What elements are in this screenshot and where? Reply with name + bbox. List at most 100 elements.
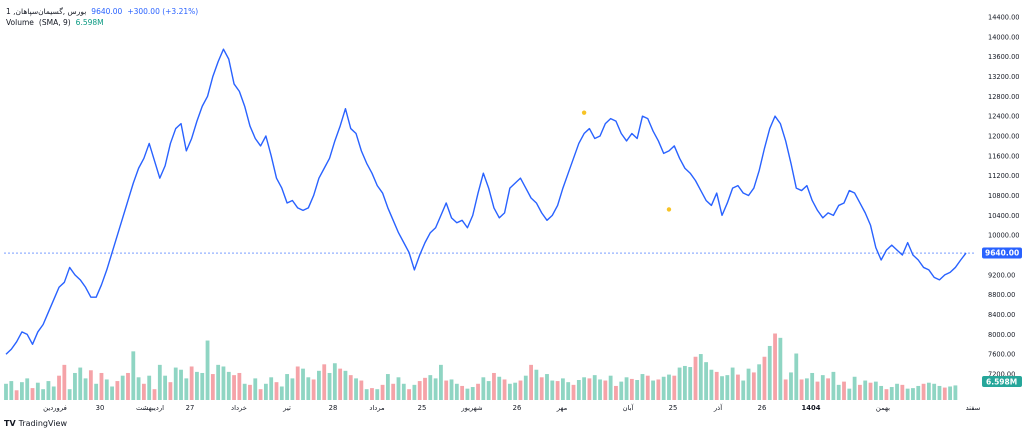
price-axis[interactable]: 7200.00 7600.00 8000.00 8400.00 8800.00 9200.… xyxy=(988,13,1019,378)
price-tick-label: 8000.00 xyxy=(988,331,1015,339)
time-tick-label: 26 xyxy=(513,404,522,412)
volume-bar xyxy=(110,386,114,400)
volume-bar xyxy=(523,375,528,400)
price-tick-label: 10000.00 xyxy=(988,232,1019,240)
volume-bar xyxy=(380,384,385,400)
volume-bar xyxy=(619,381,624,400)
price-tick-label: 12400.00 xyxy=(988,113,1019,121)
volume-bar xyxy=(804,378,809,400)
volume-bar xyxy=(412,384,417,400)
volume-bar xyxy=(401,383,406,400)
price-tick-label: 13600.00 xyxy=(988,53,1019,61)
last-price-tag-label: 9640.00 xyxy=(985,249,1019,258)
price-tick-label: 7200.00 xyxy=(988,371,1015,379)
volume-bar xyxy=(120,375,125,400)
time-tick-label: آبان xyxy=(623,403,635,412)
time-tick-label: 30 xyxy=(96,404,105,412)
price-change: +300.00 (+3.21%) xyxy=(127,7,199,16)
event-marker[interactable] xyxy=(666,207,672,212)
volume-bar xyxy=(290,378,295,400)
chart-markers xyxy=(581,110,672,212)
volume-bar xyxy=(651,380,655,400)
volume-bar xyxy=(242,383,247,400)
volume-bar xyxy=(614,385,618,400)
volume-bar xyxy=(370,388,374,400)
volume-bar xyxy=(582,377,587,400)
price-tick-label: 7600.00 xyxy=(988,351,1015,359)
price-tick-label: 8400.00 xyxy=(988,311,1015,319)
price-tick-label: 10800.00 xyxy=(988,192,1019,200)
volume-bar xyxy=(433,378,438,400)
volume-bar xyxy=(391,383,396,400)
volume-bar xyxy=(78,367,83,400)
volume-bar xyxy=(550,380,555,400)
volume-bar xyxy=(682,365,687,400)
volume-bar xyxy=(873,381,878,400)
time-tick-label: اردیبهشت xyxy=(136,404,164,412)
time-tick-label: آذر xyxy=(713,403,723,412)
volume-bar xyxy=(513,382,518,400)
volume-bar xyxy=(311,379,316,400)
volume-bar xyxy=(163,375,168,400)
volume-legend-row[interactable]: Volume (SMA, 9) 6.598M xyxy=(6,17,198,28)
volume-bar xyxy=(751,372,756,400)
volume-bar xyxy=(629,378,634,400)
volume-bar xyxy=(598,379,602,400)
volume-bar xyxy=(35,382,40,400)
volume-bar xyxy=(948,386,952,400)
volume-bar xyxy=(889,387,894,400)
volume-bar xyxy=(847,388,852,400)
volume-bar xyxy=(428,375,433,400)
volume-bar xyxy=(576,380,581,400)
volume-bar xyxy=(46,381,51,400)
volume-bar xyxy=(332,363,337,400)
tradingview-logo[interactable]: TV TradingView xyxy=(4,419,67,428)
volume-bar xyxy=(131,351,136,400)
volume-bar xyxy=(492,372,496,400)
volume-bar xyxy=(136,377,141,400)
volume-bar xyxy=(147,375,152,400)
time-tick-label: 25 xyxy=(418,404,427,412)
volume-bar xyxy=(83,378,88,400)
volume-bar xyxy=(221,366,226,400)
event-marker[interactable] xyxy=(581,110,587,115)
volume-bar xyxy=(115,381,120,400)
volume-bar xyxy=(826,378,830,400)
volume-bar xyxy=(460,385,465,400)
volume-bar xyxy=(226,371,231,400)
volume-bar xyxy=(688,367,693,400)
volume-bar xyxy=(285,374,290,400)
volume-bar xyxy=(507,383,512,400)
time-tick-label: تیر xyxy=(282,404,291,412)
volume-bar xyxy=(566,382,571,400)
volume-bar xyxy=(263,383,268,400)
volume-bar xyxy=(868,382,873,400)
volume-bar xyxy=(911,388,915,400)
time-tick-label: مرداد xyxy=(369,404,385,412)
volume-sma-label: (SMA, 9) xyxy=(38,18,71,27)
volume-bar xyxy=(327,372,332,400)
price-tick-label: 13200.00 xyxy=(988,73,1019,81)
volume-bar xyxy=(322,364,327,400)
volume-bar xyxy=(232,375,236,400)
symbol-legend-row[interactable]: بورس ,گسیمان‌سپاهان, 1 9640.00 +300.00 (… xyxy=(6,6,198,17)
volume-bar xyxy=(667,374,671,400)
volume-bar xyxy=(736,374,740,400)
time-axis[interactable]: فروردین 30 اردیبهشت 27 خرداد تیر 28 مرداد 25 شهری… xyxy=(43,403,981,412)
price-tick-label: 11200.00 xyxy=(988,172,1019,180)
volume-bar xyxy=(407,389,411,400)
volume-bar xyxy=(656,379,661,400)
time-tick-label: مهر xyxy=(556,404,568,412)
volume-bar xyxy=(295,366,300,400)
volume-bar xyxy=(603,380,608,400)
volume-bar xyxy=(9,381,14,400)
volume-bar xyxy=(338,368,343,400)
volume-bar xyxy=(184,378,189,400)
volume-label: Volume xyxy=(6,18,34,27)
time-tick-label: 28 xyxy=(329,404,338,412)
volume-bar xyxy=(396,377,401,400)
tradingview-label: TradingView xyxy=(18,419,67,428)
volume-bar xyxy=(4,383,8,400)
volume-bar xyxy=(592,375,597,400)
